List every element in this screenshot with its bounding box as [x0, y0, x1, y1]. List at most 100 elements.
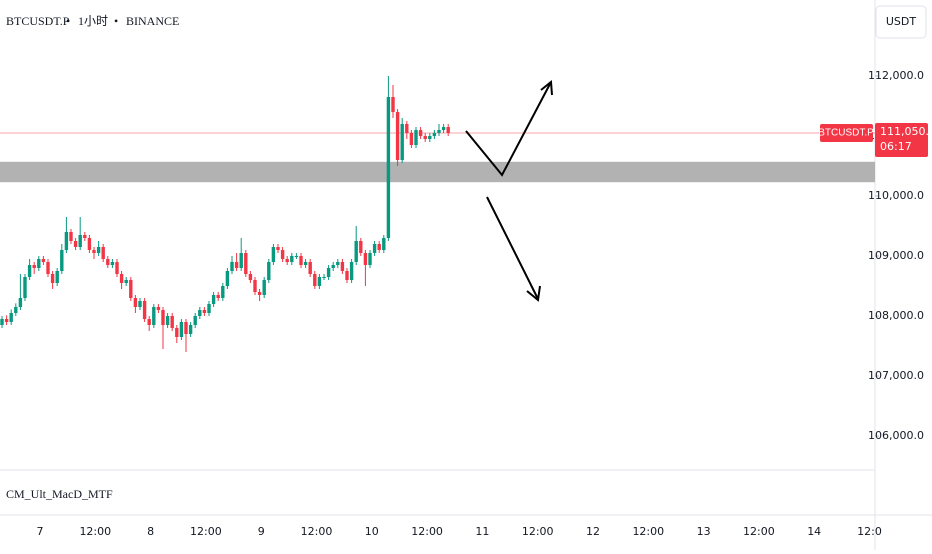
candle-body [32, 264, 36, 268]
x-tick-label: 9 [258, 525, 265, 538]
candle-body [129, 279, 133, 298]
candle-body [69, 232, 73, 241]
candle-body [428, 136, 432, 140]
candle-body [280, 249, 285, 259]
candle-body [4, 318, 9, 322]
candle-body [198, 309, 202, 316]
candle-body [345, 270, 349, 280]
x-tick-label: 12:00 [743, 525, 775, 538]
zone [0, 161, 875, 183]
candle-body [262, 279, 266, 295]
candle-body [165, 315, 170, 325]
x-tick-label: 8 [147, 525, 154, 538]
candle-body [395, 112, 400, 161]
candle-body [294, 255, 299, 257]
x-tick-label: 13 [697, 525, 711, 538]
candle-body [175, 327, 179, 337]
candle-body [161, 309, 165, 325]
separator: • [114, 14, 118, 28]
candle-body [340, 261, 345, 271]
y-tick-label: 110,000.0 [868, 189, 924, 202]
separator: • [66, 14, 70, 28]
candle-body [239, 252, 243, 268]
arrow-head [526, 285, 541, 302]
candle-body [432, 133, 437, 137]
candle-body [322, 276, 326, 278]
currency-button[interactable] [875, 5, 927, 39]
candle-body [211, 294, 216, 304]
candle-body [101, 246, 105, 259]
countdown-label: 06:17 [880, 140, 912, 153]
candle-body [234, 261, 239, 268]
candle-body [271, 246, 276, 262]
arrow-head [540, 80, 553, 96]
candle-body [267, 261, 271, 280]
candle-body [46, 261, 50, 274]
arrows [465, 80, 553, 302]
candle-body [133, 297, 138, 307]
candle-body [248, 273, 253, 280]
candle-body [299, 255, 303, 265]
candle-body [313, 273, 317, 286]
candle-body [372, 243, 377, 253]
x-tick-label: 10 [365, 525, 379, 538]
candle-body [409, 133, 414, 146]
currency-label[interactable]: USDT [886, 15, 917, 28]
y-tick-label: 106,000.0 [868, 429, 924, 442]
exchange: BINANCE [126, 14, 179, 28]
x-tick-label: 12:00 [79, 525, 111, 538]
candle-body [303, 261, 308, 265]
candle-body [423, 136, 427, 140]
candle-body [0, 318, 4, 325]
plot [0, 76, 875, 352]
candle-body [83, 235, 87, 238]
candle-body [14, 306, 18, 313]
candle-body [276, 246, 280, 250]
candle-body [92, 249, 96, 253]
candle-body [78, 235, 82, 247]
candle-body [441, 127, 446, 131]
y-tick-label: 108,000.0 [868, 309, 924, 322]
candle-body [124, 279, 128, 283]
candle-body [331, 264, 335, 268]
candle-body [202, 309, 207, 313]
header: BTCUSDT.P • 1小时 • BINANCE [6, 14, 179, 28]
candle-body [414, 130, 418, 146]
candle-body [193, 315, 197, 325]
candle-body [37, 258, 41, 268]
x-tick-label: 12:00 [411, 525, 443, 538]
candle-body [115, 261, 119, 274]
candle-body [18, 297, 23, 307]
candle-body [96, 246, 101, 253]
candle-body [156, 306, 161, 310]
candle-body [23, 276, 27, 298]
candle-body [207, 303, 211, 313]
candle-body [257, 291, 262, 295]
candle-body [244, 252, 248, 274]
x-tick-label: 12:00 [301, 525, 333, 538]
candle-body [138, 300, 142, 307]
candle-body [377, 243, 381, 250]
y-tick-label: 109,000.0 [868, 249, 924, 262]
candle-body [290, 255, 294, 262]
y-tick-label: 112,000.0 [868, 69, 924, 82]
candle-body [391, 97, 395, 113]
x-tick-label: 11 [475, 525, 489, 538]
candle-body [359, 240, 363, 253]
candle-body [326, 267, 331, 277]
candle-body [446, 127, 450, 134]
candle-body [106, 258, 110, 265]
candle-body [152, 306, 156, 325]
candle-body [64, 232, 69, 250]
symbol-tag-label: BTCUSDT.P [818, 128, 874, 139]
candle-body [382, 237, 386, 250]
candle-body [349, 261, 354, 280]
x-tick-label: 12:00 [632, 525, 664, 538]
candle-body [216, 294, 220, 298]
candle-body [308, 261, 312, 274]
candle-body [27, 264, 32, 277]
x-tick-label: 7 [37, 525, 44, 538]
symbol-tag [820, 124, 873, 143]
